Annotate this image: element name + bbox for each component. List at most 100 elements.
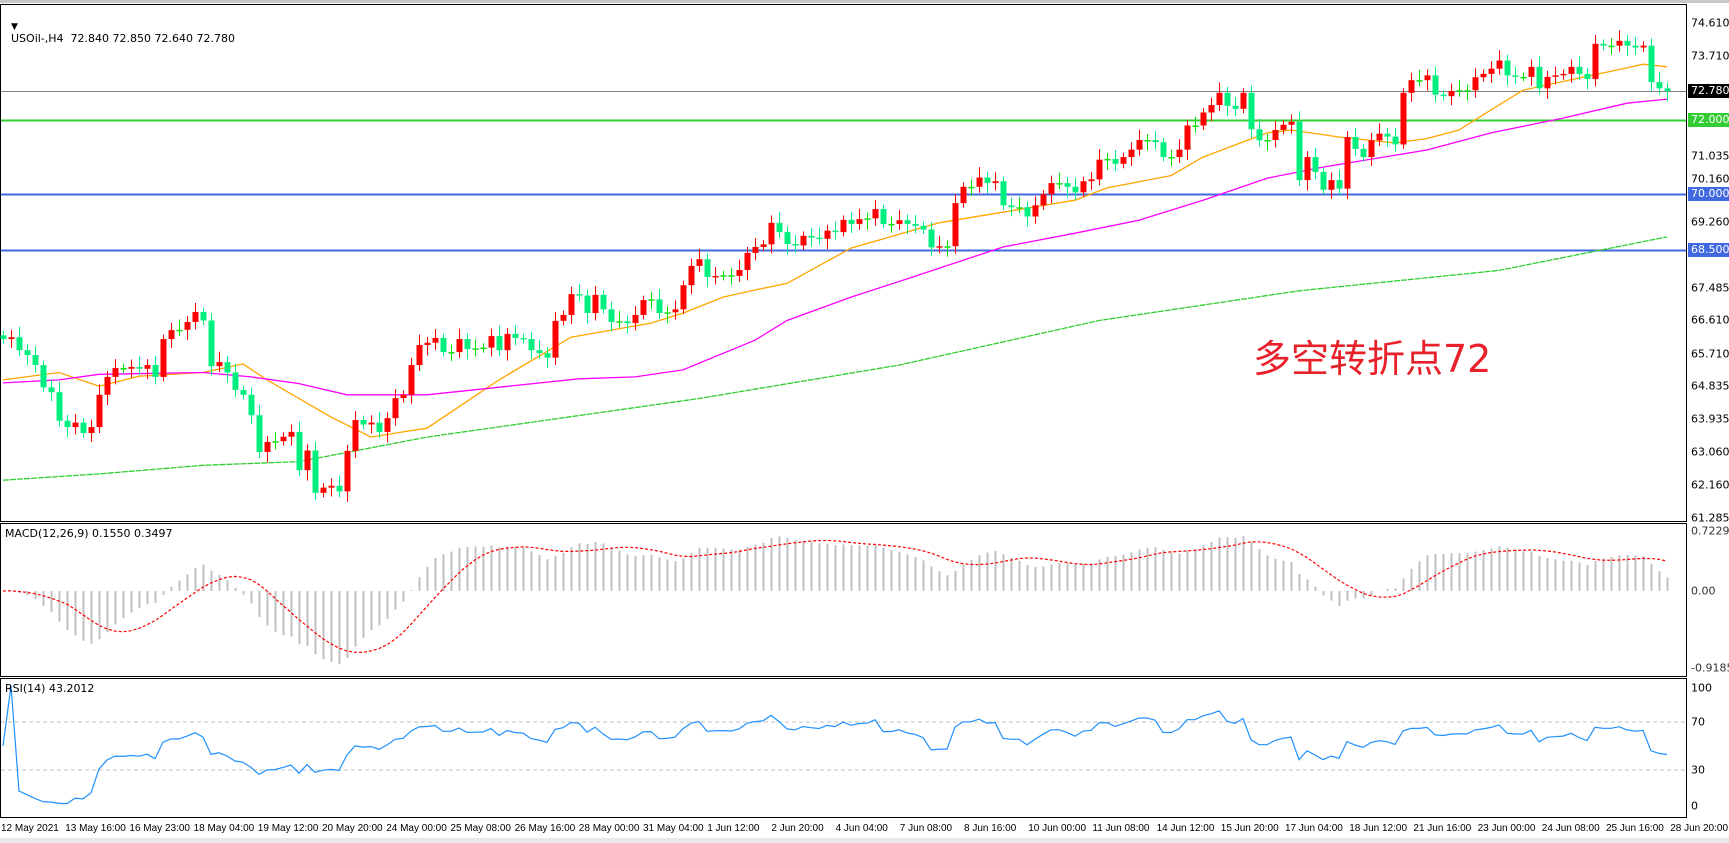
candle-body xyxy=(472,348,479,350)
candle-body xyxy=(1240,92,1247,109)
candle-body xyxy=(256,415,263,452)
window-bottom-border xyxy=(0,838,1729,843)
candle-body xyxy=(464,339,471,350)
main-panel-frame xyxy=(0,4,1687,522)
candle-body xyxy=(1040,194,1047,206)
candle-body xyxy=(1600,43,1607,46)
candle-body xyxy=(1528,66,1535,77)
candle-body xyxy=(240,389,247,395)
candle-body xyxy=(912,223,919,226)
candle-body xyxy=(600,294,607,310)
time-axis-label: 18 Jun 12:00 xyxy=(1349,823,1408,834)
rsi-panel-frame xyxy=(0,678,1687,818)
candle-body xyxy=(328,485,335,488)
triangle-down-icon[interactable]: ▼ xyxy=(11,22,18,32)
candle-body xyxy=(168,330,175,340)
candle-body xyxy=(656,299,663,314)
macd-signal-line xyxy=(2,539,1668,654)
candle-body xyxy=(1296,121,1303,181)
time-axis-label: 24 Jun 08:00 xyxy=(1541,823,1600,834)
candle-body xyxy=(1576,66,1583,74)
price-tag: 68.500 xyxy=(1688,242,1729,257)
candle-body xyxy=(336,485,343,492)
candle-body xyxy=(688,265,695,286)
macd-axis-label: -0.9185 xyxy=(1691,661,1729,675)
candle-body xyxy=(1488,68,1495,74)
candle-body xyxy=(216,362,223,367)
candle-body xyxy=(1048,183,1055,195)
time-axis-label: 17 Jun 04:00 xyxy=(1285,823,1343,834)
candle-body xyxy=(320,487,327,493)
candle-body xyxy=(960,186,967,204)
candle-body xyxy=(128,366,135,369)
price-axis-label: 65.710 xyxy=(1691,347,1729,361)
candle-body xyxy=(192,311,199,322)
rsi-axis-label: 100 xyxy=(1691,681,1712,695)
candle-body xyxy=(1352,137,1359,149)
candle-body xyxy=(1504,60,1511,76)
candle-body xyxy=(352,420,359,451)
candle-body xyxy=(744,252,751,270)
time-axis-label: 24 May 00:00 xyxy=(386,823,447,834)
candle-body xyxy=(312,450,319,493)
time-axis-label: 8 Jun 16:00 xyxy=(964,823,1017,834)
time-axis-label: 25 Jun 16:00 xyxy=(1606,823,1664,834)
candle-body xyxy=(800,235,807,246)
candle-body xyxy=(1168,157,1175,159)
candle-body xyxy=(1552,75,1559,77)
candle-body xyxy=(1256,129,1263,141)
candle-body xyxy=(456,339,463,353)
candle-body xyxy=(896,220,903,224)
candle-body xyxy=(1560,73,1567,76)
candle-body xyxy=(920,225,927,230)
candle-body xyxy=(1208,105,1215,113)
candle-body xyxy=(848,219,855,224)
price-axis-label: 67.485 xyxy=(1691,281,1729,295)
window-top-border xyxy=(0,0,1729,3)
candle-body xyxy=(1144,139,1151,142)
time-axis-label: 21 Jun 16:00 xyxy=(1413,823,1472,834)
candle-body xyxy=(136,366,143,369)
moving-averages xyxy=(2,63,1668,481)
candle-body xyxy=(1136,139,1143,150)
candle-body xyxy=(1072,186,1079,193)
time-axis-label: 2 Jun 20:00 xyxy=(771,823,824,834)
candle-body xyxy=(1184,125,1191,150)
time-axis-label: 15 Jun 20:00 xyxy=(1220,823,1279,834)
candle-body xyxy=(696,259,703,266)
candle-body xyxy=(496,336,503,351)
candle-body xyxy=(616,321,623,323)
candle-body xyxy=(440,337,447,353)
candle-body xyxy=(720,275,727,277)
candle-body xyxy=(1544,76,1551,89)
candle-body xyxy=(776,222,783,233)
candle-body xyxy=(1160,142,1167,158)
candle-body xyxy=(208,320,215,367)
candle-body xyxy=(544,353,551,358)
candle-body xyxy=(1624,40,1631,46)
candle-body xyxy=(144,365,151,369)
candle-body xyxy=(1512,75,1519,77)
price-axis-label: 64.835 xyxy=(1691,379,1729,393)
candle-body xyxy=(296,431,303,471)
time-axis-label: 31 May 04:00 xyxy=(643,823,704,834)
candle-body xyxy=(608,309,615,322)
candle-body xyxy=(432,337,439,343)
time-axis-label: 19 May 12:00 xyxy=(257,823,319,834)
price-axis-label: 61.285 xyxy=(1691,511,1729,525)
candle-body xyxy=(736,269,743,276)
candle-body xyxy=(1264,139,1271,142)
candle-body xyxy=(416,345,423,366)
ma-line-slow xyxy=(2,236,1668,481)
time-axis-label: 28 Jun 20:00 xyxy=(1670,823,1729,834)
candle-body xyxy=(480,347,487,350)
candle-body xyxy=(664,312,671,314)
candle-body xyxy=(1536,66,1543,89)
price-axis-label: 71.035 xyxy=(1691,149,1729,163)
candle-body xyxy=(1592,43,1599,80)
candle-body xyxy=(1344,137,1351,189)
candle-body xyxy=(1312,157,1319,172)
candle-body xyxy=(344,450,351,492)
candle-body xyxy=(592,294,599,314)
